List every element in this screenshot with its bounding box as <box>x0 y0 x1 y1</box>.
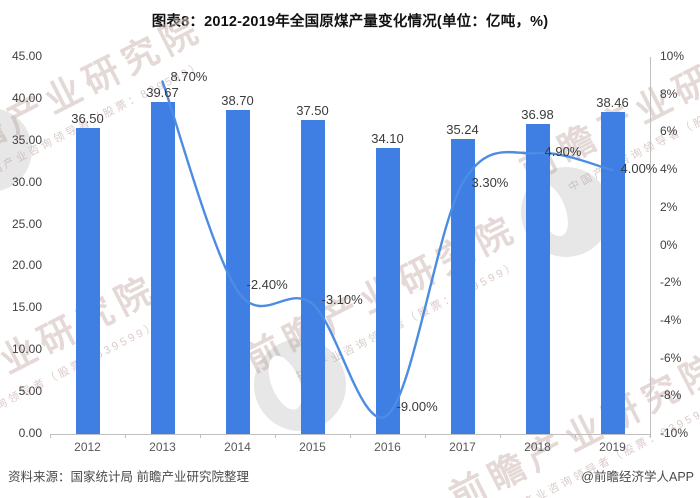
left-axis-tick-label: 5.00 <box>18 384 42 399</box>
line-value-label-2019: 4.00% <box>620 161 658 177</box>
right-axis-tick-label: 4% <box>660 162 678 177</box>
right-axis-tick-label: 10% <box>660 49 685 63</box>
right-axis-tick-label: 0% <box>660 237 678 252</box>
bar-value-label-2018: 36.98 <box>521 107 554 123</box>
line-value-label-2018: 4.90% <box>544 144 582 160</box>
right-axis-tick-label: 2% <box>660 199 678 214</box>
x-axis-category-2012: 2012 <box>74 440 101 454</box>
x-axis-tick <box>650 434 651 438</box>
brand-note: @前瞻经济学人APP <box>581 470 694 484</box>
x-axis-tick <box>350 434 351 438</box>
right-axis-tick-label: 6% <box>660 124 678 139</box>
x-axis-category-2017: 2017 <box>449 440 476 454</box>
bar-value-label-2012: 36.50 <box>71 111 104 127</box>
bar-value-label-2014: 38.70 <box>221 92 254 108</box>
x-axis-tick <box>125 434 126 438</box>
bar-2016 <box>375 148 400 434</box>
line-value-label-2015: -3.10% <box>321 291 363 307</box>
x-axis-category-2014: 2014 <box>224 440 251 454</box>
bar-2012 <box>75 128 100 434</box>
x-axis-tick <box>200 434 201 438</box>
line-value-label-2017: 3.30% <box>471 175 509 191</box>
chart-title: 图表8：2012-2019年全国原煤产量变化情况(单位：亿吨，%) <box>151 14 549 30</box>
bar-2015 <box>300 119 325 434</box>
x-axis-tick <box>425 434 426 438</box>
left-axis-tick-label: 20.00 <box>11 258 42 273</box>
left-axis-tick-label: 40.00 <box>11 90 42 105</box>
right-axis-line <box>650 57 651 434</box>
left-axis-tick-label: 10.00 <box>11 342 42 357</box>
x-axis-category-2013: 2013 <box>149 440 176 454</box>
right-axis-tick-label: 8% <box>660 86 678 101</box>
x-axis-category-2019: 2019 <box>599 440 626 454</box>
line-value-label-2013: 8.70% <box>170 68 208 84</box>
right-axis-tick-label: -6% <box>660 350 682 365</box>
x-axis-category-2015: 2015 <box>299 440 326 454</box>
bar-2018 <box>525 124 550 434</box>
left-axis-tick-label: 45.00 <box>11 49 42 63</box>
bar-2014 <box>225 109 250 434</box>
line-value-label-2014: -2.40% <box>246 276 288 292</box>
bar-value-label-2013: 39.67 <box>146 84 179 100</box>
x-axis-category-2018: 2018 <box>524 440 551 454</box>
bar-value-label-2016: 34.10 <box>371 131 404 147</box>
right-axis-tick-label: -4% <box>660 312 682 327</box>
left-axis-tick-label: 0.00 <box>18 426 42 440</box>
left-axis-tick-label: 15.00 <box>11 300 42 315</box>
left-axis-tick-label: 30.00 <box>11 174 42 189</box>
x-axis-tick <box>50 434 51 438</box>
right-axis-tick-label: -2% <box>660 275 682 290</box>
right-axis-tick-label: -10% <box>660 426 689 440</box>
bar-value-label-2015: 37.50 <box>296 102 329 118</box>
bar-value-label-2019: 38.46 <box>596 94 629 110</box>
bar-value-label-2017: 35.24 <box>446 121 479 137</box>
left-axis-tick-label: 35.00 <box>11 132 42 147</box>
x-axis-tick <box>575 434 576 438</box>
right-axis-tick-label: -8% <box>660 388 682 403</box>
footer: 资料来源：国家统计局 前瞻产业研究院整理 @前瞻经济学人APP <box>0 460 700 498</box>
line-value-label-2016: -9.00% <box>396 399 438 415</box>
watermark-sub-text: 中国产业咨询领导者（股票：839599） <box>291 259 521 385</box>
x-axis-tick <box>275 434 276 438</box>
source-note: 资料来源：国家统计局 前瞻产业研究院整理 <box>8 470 249 484</box>
x-axis-category-2016: 2016 <box>374 440 401 454</box>
bar-2013 <box>150 101 175 434</box>
chart-canvas: 前瞻产业研究院中国产业咨询领导者（股票：839599）前瞻产业研究院中国产业咨询… <box>0 7 700 498</box>
x-axis-tick <box>500 434 501 438</box>
left-axis-tick-label: 25.00 <box>11 216 42 231</box>
